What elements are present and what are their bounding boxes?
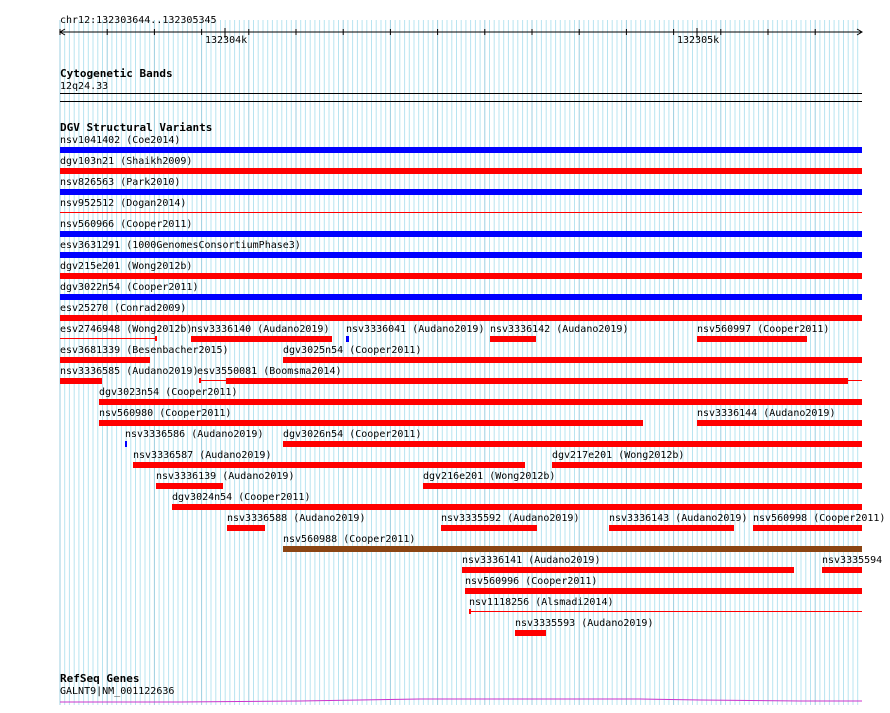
variant-label: nsv3336143 (Audano2019): [609, 513, 748, 524]
variant-label: esv3631291 (1000GenomesConsortiumPhase3): [60, 240, 301, 251]
variant-bar[interactable]: [552, 462, 862, 468]
variant-bar[interactable]: [60, 252, 862, 258]
ruler-tick-label: 132305k: [677, 35, 720, 46]
variant-bar[interactable]: [60, 147, 862, 153]
variant-bar[interactable]: [60, 315, 862, 321]
variant-bar[interactable]: [697, 420, 862, 426]
cytoband-bar[interactable]: [60, 93, 862, 94]
variant-label: dgv216e201 (Wong2012b): [423, 471, 556, 482]
variant-label: dgv3024n54 (Cooper2011): [172, 492, 311, 503]
variant-label: nsv952512 (Dogan2014): [60, 198, 187, 209]
variant-bar[interactable]: [609, 525, 734, 531]
variant-bar[interactable]: [283, 546, 862, 552]
ruler[interactable]: [0, 26, 890, 42]
variant-bar[interactable]: [60, 168, 862, 174]
variant-label: nsv3336588 (Audano2019): [227, 513, 366, 524]
variant-bar[interactable]: [60, 294, 862, 300]
variant-bar-end: [155, 336, 157, 341]
variant-bar[interactable]: [60, 357, 150, 363]
variant-label: nsv3336142 (Audano2019): [490, 324, 629, 335]
gene-label: GALNT9|NM_001122636: [60, 686, 175, 697]
variant-bar[interactable]: [465, 588, 862, 594]
variant-label: nsv560980 (Cooper2011): [99, 408, 232, 419]
variant-label: dgv215e201 (Wong2012b): [60, 261, 193, 272]
variant-bar[interactable]: [125, 441, 127, 447]
variant-label: nsv3336587 (Audano2019): [133, 450, 272, 461]
variant-bar[interactable]: [60, 231, 862, 237]
variant-label: esv3681339 (Besenbacher2015): [60, 345, 229, 356]
variant-bar[interactable]: [490, 336, 536, 342]
variant-label: dgv3022n54 (Cooper2011): [60, 282, 199, 293]
variant-label: nsv3336144 (Audano2019): [697, 408, 836, 419]
variant-label: nsv3336041 (Audano2019): [346, 324, 485, 335]
variant-bar[interactable]: [227, 525, 265, 531]
variant-label: nsv3336585 (Audano2019): [60, 366, 199, 377]
variant-label: dgv3026n54 (Cooper2011): [283, 429, 422, 440]
variant-label: nsv560988 (Cooper2011): [283, 534, 416, 545]
variant-label: nsv560998 (Cooper2011): [753, 513, 886, 524]
variant-bar-end: [469, 609, 471, 614]
variant-label: nsv3335592 (Audano2019): [441, 513, 580, 524]
variant-bar[interactable]: [462, 567, 794, 573]
variant-label: nsv3335593 (Audano2019): [515, 618, 654, 629]
variant-bar[interactable]: [283, 441, 862, 447]
track-title-refseq[interactable]: RefSeq Genes: [60, 672, 140, 685]
gene-feature[interactable]: [0, 695, 890, 705]
variant-bar[interactable]: [99, 420, 643, 426]
variant-bar[interactable]: [60, 212, 862, 213]
variant-bar[interactable]: [423, 483, 862, 489]
variant-label: esv25270 (Conrad2009): [60, 303, 187, 314]
variant-label: nsv560966 (Cooper2011): [60, 219, 193, 230]
variant-label: dgv3023n54 (Cooper2011): [99, 387, 238, 398]
ruler-minor-ticks: [59, 29, 816, 35]
cytoband-label: 12q24.33: [60, 81, 109, 92]
variant-bar[interactable]: [172, 504, 862, 510]
variant-label: esv3550081 (Boomsma2014): [197, 366, 342, 377]
variant-bar[interactable]: [753, 525, 862, 531]
variant-bar[interactable]: [515, 630, 546, 636]
gene-line: [60, 698, 862, 703]
ruler-tick-label: 132304k: [205, 35, 248, 46]
variant-label: nsv3336586 (Audano2019): [125, 429, 264, 440]
variant-label: nsv1041402 (Coe2014): [60, 135, 181, 146]
variant-bar[interactable]: [99, 399, 862, 405]
variant-bar[interactable]: [441, 525, 537, 531]
variant-bar[interactable]: [60, 378, 102, 384]
track-title-dgv[interactable]: DGV Structural Variants: [60, 121, 213, 134]
ruler-location: chr12:132303644..132305345: [60, 15, 217, 26]
variant-label: nsv1118256 (Alsmadi2014): [469, 597, 614, 608]
track-divider: [60, 101, 862, 102]
variant-label: nsv3336141 (Audano2019): [462, 555, 601, 566]
variant-bar[interactable]: [283, 357, 862, 363]
variant-label: nsv3336139 (Audano2019): [156, 471, 295, 482]
variant-label: nsv3335594: [822, 555, 883, 566]
variant-label: dgv3025n54 (Cooper2011): [283, 345, 422, 356]
variant-label: nsv560996 (Cooper2011): [465, 576, 598, 587]
ruler-right-arrow: [856, 28, 863, 36]
track-title-cytoband[interactable]: Cytogenetic Bands: [60, 67, 173, 80]
variant-label: nsv3336140 (Audano2019): [191, 324, 330, 335]
variant-label: nsv560997 (Cooper2011): [697, 324, 830, 335]
variant-bar[interactable]: [191, 336, 332, 342]
variant-bar[interactable]: [133, 462, 525, 468]
variant-bar[interactable]: [60, 338, 156, 339]
variant-label: dgv217e201 (Wong2012b): [552, 450, 685, 461]
variant-bar[interactable]: [697, 336, 807, 342]
variant-bar[interactable]: [822, 567, 862, 573]
variant-bar[interactable]: [346, 336, 349, 342]
variant-bar[interactable]: [156, 483, 223, 489]
variant-label: nsv826563 (Park2010): [60, 177, 181, 188]
variant-label: esv2746948 (Wong2012b): [60, 324, 193, 335]
variant-bar[interactable]: [60, 189, 862, 195]
variant-bar-thick: [226, 378, 848, 384]
variant-label: dgv103n21 (Shaikh2009): [60, 156, 193, 167]
variant-bar-end: [199, 378, 201, 383]
variant-bar[interactable]: [469, 611, 862, 612]
variant-bar[interactable]: [60, 273, 862, 279]
